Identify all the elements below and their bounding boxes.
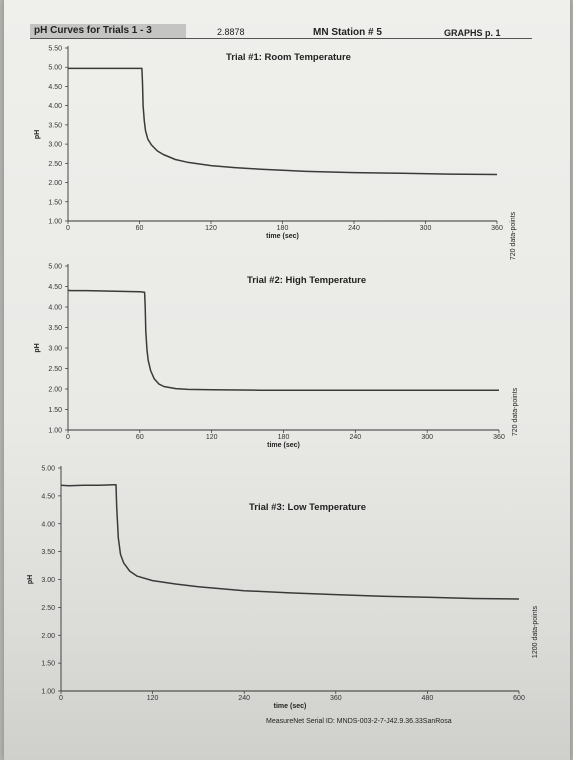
x-tick-label: 360 — [330, 695, 342, 702]
y-tick-label: 5.00 — [48, 65, 62, 72]
trial-1-chart: 1.00 1.50 2.00 2.50 3.00 3.50 4.00 4.50 5.00 5.50… — [34, 46, 517, 261]
y-tick-label: 2.00 — [41, 633, 55, 640]
y-tick-label: 1.50 — [41, 661, 55, 668]
header-rule — [30, 38, 532, 39]
y-tick-label: 4.00 — [48, 103, 62, 110]
x-tick-label: 120 — [205, 225, 217, 232]
y-tick-label: 4.00 — [48, 305, 62, 312]
serial-id: MeasureNet Serial ID: MNDS-003-2-7-J42.9… — [266, 718, 452, 725]
trial-2-chart: 1.00 1.50 2.00 2.50 3.00 3.50 4.00 4.50 5.00 0 60 1… — [34, 264, 519, 450]
x-tick-label: 60 — [136, 434, 144, 441]
x-tick-label: 0 — [59, 695, 63, 702]
y-tick-label: 1.00 — [41, 689, 55, 696]
x-axis-label: time (sec) — [274, 703, 307, 710]
datasheet: pH Curves for Trials 1 - 3 2.8878 MN Sta… — [4, 0, 570, 760]
x-tick-label: 240 — [348, 225, 360, 232]
y-axis-label: pH — [27, 575, 34, 584]
x-tick-label: 120 — [206, 434, 218, 441]
x-tick-label: 0 — [66, 434, 70, 441]
y-axis-label: pH — [34, 130, 41, 139]
x-axis-label: time (sec) — [267, 442, 300, 449]
y-tick-label: 2.00 — [48, 180, 62, 187]
data-points-note: 720 data-points — [512, 387, 519, 436]
trial-3-chart: 1.00 1.50 2.00 2.50 3.00 3.50 4.00 4.50 5.00 0 120… — [27, 466, 539, 711]
y-tick-label: 2.00 — [48, 387, 62, 394]
x-tick-label: 600 — [513, 695, 525, 702]
ph-series-line — [68, 67, 498, 176]
x-tick-label: 180 — [278, 434, 290, 441]
x-tick-label: 240 — [238, 695, 250, 702]
x-tick-label: 0 — [66, 225, 70, 232]
sheet-title: pH Curves for Trials 1 - 3 — [30, 24, 186, 38]
y-tick-label: 4.50 — [41, 493, 55, 500]
x-tick-label: 360 — [493, 434, 505, 441]
y-tick-label: 4.50 — [48, 284, 62, 291]
chart-title: Trial #2: High Temperature — [247, 275, 366, 286]
y-tick-label: 4.00 — [41, 521, 55, 528]
ph-series-line — [60, 483, 520, 600]
header-value: 2.8878 — [217, 27, 245, 37]
y-tick-label: 4.50 — [48, 84, 62, 91]
y-tick-label: 1.50 — [48, 407, 62, 414]
y-tick-label: 5.00 — [48, 264, 62, 271]
station-label: MN Station # 5 — [313, 27, 382, 38]
y-tick-label: 3.50 — [41, 549, 55, 556]
x-axis-label: time (sec) — [266, 233, 299, 240]
y-tick-label: 1.00 — [48, 219, 62, 226]
y-tick-label: 3.00 — [48, 346, 62, 353]
x-tick-label: 300 — [420, 225, 432, 232]
y-tick-label: 2.50 — [48, 161, 62, 168]
chart-title: Trial #3: Low Temperature — [249, 502, 366, 513]
y-tick-label: 1.50 — [48, 199, 62, 206]
y-tick-label: 5.50 — [48, 46, 62, 53]
y-tick-label: 3.50 — [48, 325, 62, 332]
y-tick-label: 3.00 — [48, 142, 62, 149]
y-tick-label: 2.50 — [41, 605, 55, 612]
x-tick-label: 240 — [349, 434, 361, 441]
x-tick-label: 360 — [491, 225, 503, 232]
x-tick-label: 180 — [277, 225, 289, 232]
y-axis-label: pH — [34, 343, 41, 352]
chart-title: Trial #1: Room Temperature — [226, 52, 351, 63]
data-points-note: 1200 data-points — [532, 605, 539, 658]
data-points-note: 720 data-points — [510, 211, 517, 260]
ph-series-line — [67, 289, 499, 391]
y-tick-label: 3.00 — [41, 577, 55, 584]
y-tick-label: 1.00 — [48, 428, 62, 435]
x-tick-label: 120 — [147, 695, 159, 702]
y-tick-label: 5.00 — [41, 466, 55, 473]
page-label: GRAPHS p. 1 — [444, 28, 501, 38]
y-tick-label: 2.50 — [48, 366, 62, 373]
y-tick-label: 3.50 — [48, 122, 62, 129]
x-tick-label: 480 — [422, 695, 434, 702]
x-tick-label: 300 — [421, 434, 433, 441]
x-tick-label: 60 — [136, 225, 144, 232]
